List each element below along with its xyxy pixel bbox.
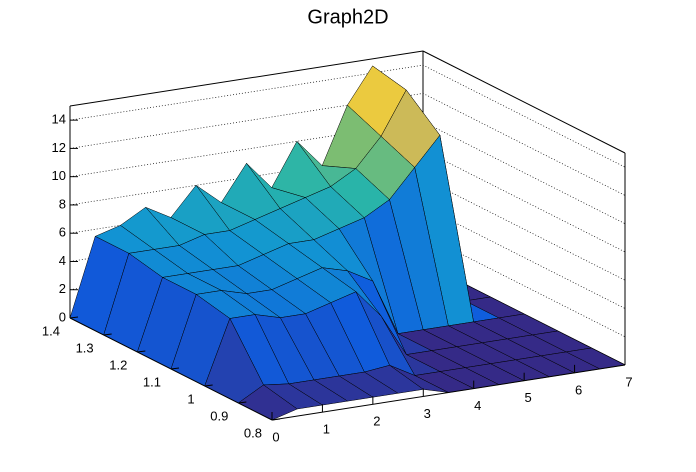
x-tick-label: 6 xyxy=(575,382,582,397)
y-tick xyxy=(103,333,112,336)
x-tick-label: 4 xyxy=(474,398,481,413)
y-tick-label: 0.8 xyxy=(244,425,262,440)
z-tick-label: 0 xyxy=(59,309,66,324)
y-tick xyxy=(170,367,180,370)
y-tick-label: 0.9 xyxy=(210,408,228,423)
y-tick-label: 1.1 xyxy=(143,374,161,389)
z-tick-label: 8 xyxy=(59,196,66,211)
z-tick-label: 6 xyxy=(59,225,66,240)
chart-title: Graph2D xyxy=(307,6,388,28)
y-tick-label: 1.2 xyxy=(109,357,127,372)
x-tick-label: 1 xyxy=(323,422,330,437)
box-edge xyxy=(271,364,626,421)
x-tick-label: 3 xyxy=(424,406,431,421)
x-tick-label: 5 xyxy=(525,390,532,405)
grid-line xyxy=(69,64,626,168)
y-tick xyxy=(69,316,79,319)
z-tick-label: 4 xyxy=(59,253,66,268)
grid-line xyxy=(69,93,626,196)
y-tick-label: 1.3 xyxy=(76,340,94,355)
z-tick-label: 12 xyxy=(52,140,66,155)
x-tick-label: 7 xyxy=(625,374,632,389)
x-tick-label: 0 xyxy=(272,429,279,444)
x-tick-label: 2 xyxy=(373,414,380,429)
y-tick-label: 1 xyxy=(187,391,194,406)
box-edge xyxy=(422,50,626,154)
z-tick-label: 14 xyxy=(52,112,66,127)
y-tick xyxy=(137,350,146,353)
z-tick-label: 10 xyxy=(52,168,66,183)
y-tick xyxy=(204,384,213,387)
box-edge xyxy=(69,50,424,107)
z-tick-label: 2 xyxy=(59,281,66,296)
y-tick xyxy=(238,401,247,404)
y-tick xyxy=(271,418,281,421)
y-tick-label: 1.4 xyxy=(42,323,60,338)
